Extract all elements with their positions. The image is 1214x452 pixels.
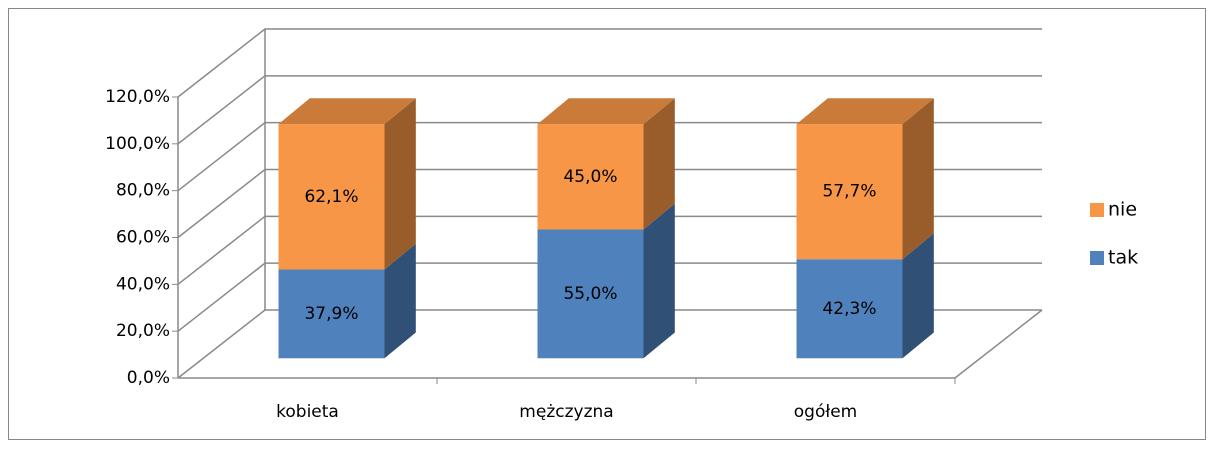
bar-segment bbox=[278, 243, 416, 359]
bar-top bbox=[796, 98, 934, 125]
bar-side bbox=[643, 98, 675, 230]
x-tick-label: ogółem bbox=[794, 402, 857, 422]
bar-segment bbox=[278, 98, 416, 270]
data-label: 62,1% bbox=[304, 187, 358, 207]
data-label: 45,0% bbox=[563, 167, 617, 187]
legend-label: tak bbox=[1108, 247, 1138, 269]
grid-line bbox=[177, 262, 1042, 332]
y-tick-label: 120,0% bbox=[105, 87, 170, 107]
y-tick-label: 20,0% bbox=[116, 321, 170, 341]
y-tick-label: 0,0% bbox=[127, 368, 170, 388]
bar-side bbox=[384, 243, 416, 359]
grid-line bbox=[177, 121, 1042, 192]
bar-front bbox=[537, 124, 644, 230]
data-label: 55,0% bbox=[563, 284, 617, 304]
y-tick-label: 60,0% bbox=[116, 228, 170, 248]
bar-side bbox=[384, 98, 416, 270]
grid-line bbox=[177, 168, 1042, 239]
x-tick-label: mężczyzna bbox=[519, 402, 613, 422]
bar-segment bbox=[796, 98, 934, 260]
bar-top bbox=[278, 98, 416, 125]
y-tick-label: 80,0% bbox=[116, 181, 170, 201]
bar-side bbox=[902, 98, 934, 260]
data-label: 42,3% bbox=[822, 299, 876, 319]
grid-line bbox=[177, 215, 1042, 285]
bar-front bbox=[796, 259, 903, 359]
grid-line bbox=[177, 75, 1042, 145]
bar-side bbox=[902, 233, 934, 359]
data-label: 57,7% bbox=[822, 182, 876, 202]
y-tick-label: 100,0% bbox=[105, 134, 170, 154]
data-label: 37,9% bbox=[304, 304, 358, 324]
grid-line bbox=[177, 309, 1042, 379]
x-tick-label: kobieta bbox=[276, 402, 339, 422]
legend-swatch bbox=[1090, 251, 1104, 265]
bar-front bbox=[796, 124, 903, 260]
bar-front bbox=[537, 229, 644, 359]
bar-top bbox=[537, 98, 675, 125]
bar-segment bbox=[537, 203, 675, 359]
legend-swatch bbox=[1090, 203, 1104, 217]
bar-segment bbox=[796, 233, 934, 359]
legend-label: nie bbox=[1108, 199, 1137, 221]
grid-line bbox=[177, 28, 1042, 98]
y-tick-label: 40,0% bbox=[116, 274, 170, 294]
bar-front bbox=[278, 269, 385, 359]
bar-front bbox=[278, 124, 385, 270]
bar-side bbox=[643, 203, 675, 359]
floor-edge bbox=[954, 309, 1043, 379]
bar-segment bbox=[537, 98, 675, 230]
